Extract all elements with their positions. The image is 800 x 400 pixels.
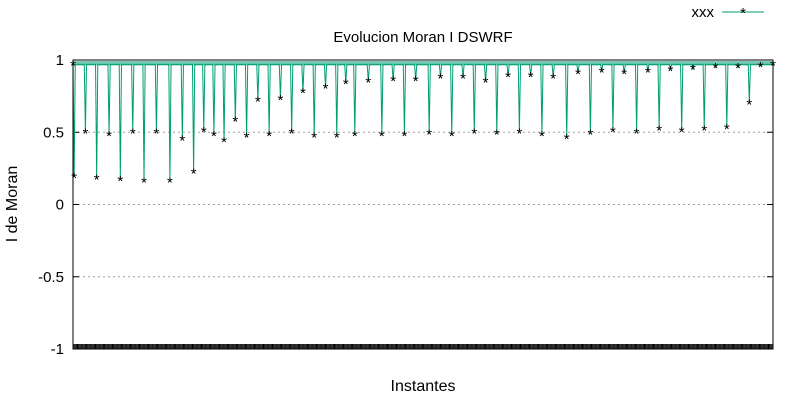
data-point: * (599, 65, 605, 82)
y-tick-label: 0 (56, 197, 64, 214)
series-line (72, 63, 773, 182)
y-tick-label: 0.5 (43, 124, 64, 141)
data-point: * (610, 124, 616, 141)
data-point: * (724, 121, 730, 138)
series-layer: ************* * **************************… (70, 57, 776, 191)
data-point: * (621, 66, 627, 83)
data-point: * (413, 73, 419, 90)
data-point: * (352, 128, 358, 145)
data-point: * (266, 128, 272, 145)
chart-title: Evolucion Moran I DSWRF (333, 29, 512, 46)
data-point: * (130, 125, 136, 142)
y-tick-label: -1 (51, 341, 64, 358)
data-point: * (300, 85, 306, 102)
data-point: * (758, 59, 764, 76)
data-point: * (746, 96, 752, 113)
data-point: * (334, 130, 340, 147)
data-point: * (232, 114, 238, 131)
y-axis-label: I de Moran (4, 166, 21, 242)
legend-label: xxx (692, 4, 715, 21)
data-point: * (82, 125, 88, 142)
data-point: * (679, 124, 685, 141)
data-point: * (211, 128, 217, 145)
data-point: * (106, 128, 112, 145)
data-point: * (244, 130, 250, 147)
data-point: * (221, 134, 227, 151)
data-point: * (117, 173, 123, 190)
data-point: * (343, 76, 349, 93)
data-point: * (141, 174, 147, 191)
data-point: * (390, 73, 396, 90)
y-axis-ticks: -1 -0.5 0 0.5 1 (38, 52, 773, 358)
data-point: * (550, 70, 556, 87)
grid (73, 131, 773, 278)
data-point: * (277, 92, 283, 109)
data-point: * (701, 122, 707, 139)
data-point: * (494, 127, 500, 144)
legend: xxx * (692, 4, 764, 22)
data-point: * (471, 125, 477, 142)
data-point: * (690, 62, 696, 79)
data-point: * (645, 65, 651, 82)
data-point: * (528, 69, 534, 86)
data-point: * (426, 127, 432, 144)
data-point: * (153, 125, 159, 142)
data-point: * (656, 122, 662, 139)
legend-marker: * (740, 5, 746, 22)
data-point: * (179, 132, 185, 149)
data-point: * (167, 174, 173, 191)
data-point: * (575, 66, 581, 83)
data-point: * (539, 128, 545, 145)
data-point: * (94, 171, 100, 188)
data-point: * (289, 125, 295, 142)
y-tick-label: 1 (56, 52, 64, 69)
data-point: * (365, 75, 371, 92)
data-point: * (483, 75, 489, 92)
data-point: * (255, 93, 261, 110)
data-point: * (401, 128, 407, 145)
data-point: * (71, 170, 77, 187)
data-point: * (191, 166, 197, 183)
plot-frame (72, 59, 774, 350)
data-point: * (735, 60, 741, 77)
data-point: * (311, 130, 317, 147)
data-point: * (587, 127, 593, 144)
data-point: * (564, 131, 570, 148)
x-axis-ticks (72, 344, 774, 349)
x-axis-label: Instantes (391, 378, 456, 395)
data-point: * (201, 124, 207, 141)
data-point: * (438, 70, 444, 87)
data-point: * (449, 128, 455, 145)
y-tick-label: -0.5 (38, 269, 64, 286)
data-point: * (668, 63, 674, 80)
data-point: * (713, 60, 719, 77)
data-point: * (516, 125, 522, 142)
data-point: * (634, 125, 640, 142)
data-point: * (460, 70, 466, 87)
series-dense-band (73, 61, 773, 66)
data-point: * (379, 128, 385, 145)
data-point: * (505, 69, 511, 86)
data-point: * (323, 80, 329, 97)
